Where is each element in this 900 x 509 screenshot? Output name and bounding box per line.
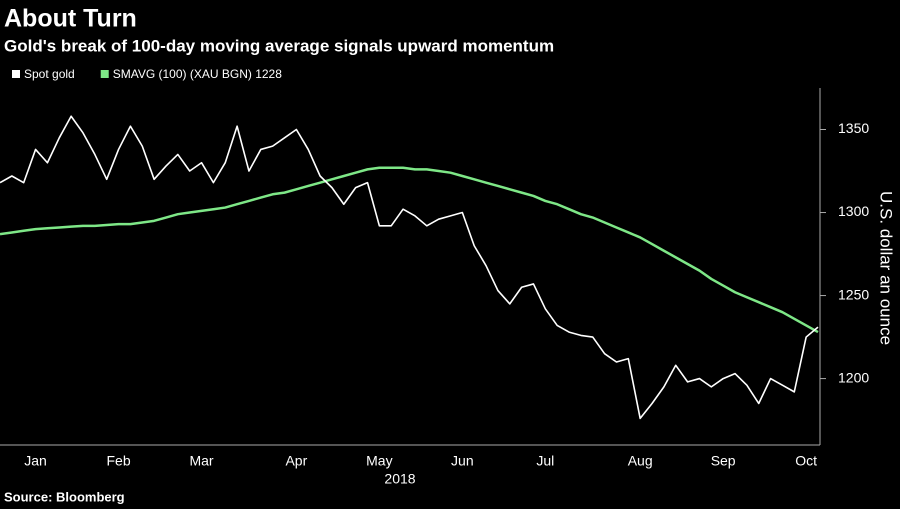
- series-line: [0, 115, 819, 420]
- series-line: [0, 166, 819, 334]
- x-tick-label: Aug: [628, 453, 653, 469]
- legend-label: SMAVG (100) (XAU BGN) 1228: [113, 67, 282, 81]
- x-tick-label: Jul: [536, 453, 554, 469]
- chart-title: About Turn: [4, 5, 137, 33]
- x-axis-label: 2018: [384, 471, 415, 487]
- x-tick-label: Jun: [451, 453, 474, 469]
- y-tick-label: 1250: [838, 286, 869, 302]
- x-tick-label: Oct: [795, 453, 817, 469]
- x-tick-label: Jan: [24, 453, 47, 469]
- x-tick-label: Apr: [285, 453, 307, 469]
- legend-label: Spot gold: [24, 67, 75, 81]
- x-tick-label: Feb: [106, 453, 130, 469]
- source: Source: Bloomberg: [4, 489, 125, 504]
- y-tick-label: 1200: [838, 369, 869, 385]
- chart-subtitle: Gold's break of 100-day moving average s…: [4, 36, 554, 55]
- x-tick-label: Sep: [711, 453, 736, 469]
- y-tick-label: 1300: [838, 203, 869, 219]
- legend-swatch: [12, 70, 20, 78]
- legend-swatch: [100, 70, 109, 78]
- x-tick-label: May: [366, 453, 392, 469]
- y-tick-label: 1350: [838, 120, 869, 136]
- x-tick-label: Mar: [189, 453, 213, 469]
- y-axis-label: U.S. dollar an ounce: [877, 191, 896, 345]
